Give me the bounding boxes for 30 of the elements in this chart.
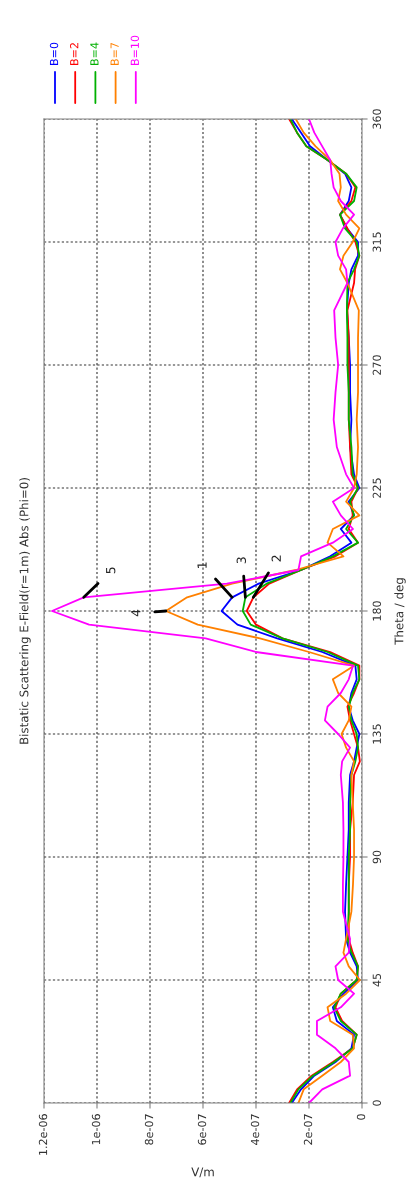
annotation: 1 [197,562,207,568]
y-axis-title: Theta / deg [394,578,406,645]
annotation: 3 [236,557,247,564]
x-tick-label: 1.2e-06 [38,1114,48,1155]
x-tick-label: 6e-07 [197,1114,207,1145]
text: B=4 [90,42,99,65]
x-tick-label: 8e-07 [144,1114,154,1145]
text: Bistatic Scattering E-Field(r=1m) Abs (Phi=0) [19,478,31,744]
annotation: 5 [106,567,116,574]
text: B=2 [70,43,79,65]
x-tick-label: 4e-07 [250,1114,260,1145]
y-tick-label: 315 [372,232,382,252]
text: B=0 [49,42,59,65]
y-tick-label: 0 [372,1100,382,1106]
y-tick-label: 90 [372,850,382,864]
annotation: 2 [271,555,281,562]
y-tick-label: 180 [372,601,382,621]
x-axis-title: V/m [191,1167,214,1178]
y-tick-label: 270 [372,355,382,375]
annotation: 4 [131,609,141,617]
x-tick-label: 0 [356,1114,366,1120]
y-tick-label: 135 [372,724,382,744]
line-series [51,119,355,1103]
text: B=10 [130,35,140,65]
y-tick-label: 225 [372,478,382,498]
y-tick-label: 360 [372,109,382,129]
y-tick-label: 45 [372,973,382,987]
x-tick-label: 2e-07 [303,1114,313,1145]
x-tick-label: 1e-06 [91,1114,101,1145]
text: B=7 [110,42,119,65]
